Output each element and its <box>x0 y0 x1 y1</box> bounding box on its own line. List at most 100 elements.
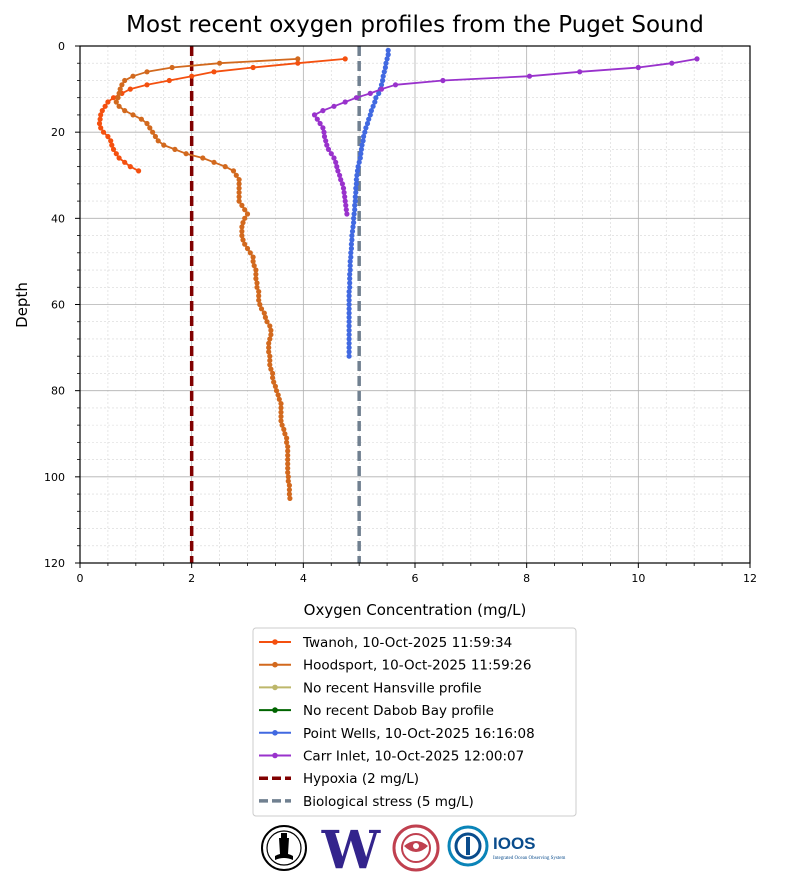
data-point <box>236 181 242 187</box>
series-line <box>313 58 698 215</box>
data-point <box>254 280 260 286</box>
data-point <box>440 77 446 84</box>
data-point <box>346 349 352 355</box>
data-point <box>281 426 287 432</box>
data-point <box>378 82 385 88</box>
legend-label: No recent Hansville profile <box>303 680 482 696</box>
data-point <box>257 301 263 308</box>
data-point <box>354 172 360 178</box>
data-point <box>314 116 320 122</box>
y-tick-label: 80 <box>51 385 65 398</box>
data-point <box>270 370 276 376</box>
data-point <box>347 271 353 277</box>
data-point <box>266 349 272 355</box>
data-point <box>346 289 352 295</box>
data-point <box>355 164 361 170</box>
data-point <box>267 336 273 342</box>
y-tick-label: 0 <box>58 40 65 53</box>
data-point <box>346 297 352 303</box>
data-point <box>287 495 293 501</box>
data-point <box>152 133 158 140</box>
data-point <box>247 250 253 256</box>
data-point <box>264 319 270 325</box>
legend-entry: No recent Hansville profile <box>259 680 482 696</box>
data-point <box>236 189 242 196</box>
y-tick-label: 60 <box>51 299 65 312</box>
data-point <box>347 280 353 286</box>
reference-lines <box>189 46 361 563</box>
data-point <box>381 69 387 75</box>
data-point <box>320 125 326 131</box>
data-point <box>211 159 217 165</box>
data-point <box>366 116 372 122</box>
data-point <box>380 73 386 79</box>
x-tick-label: 10 <box>631 572 645 585</box>
data-point <box>116 90 122 96</box>
data-point <box>251 263 257 269</box>
data-point <box>97 116 103 122</box>
data-point <box>109 142 115 148</box>
data-point <box>250 254 256 260</box>
data-point <box>349 228 356 234</box>
data-point <box>353 181 359 187</box>
data-point <box>127 86 133 92</box>
data-point <box>346 332 352 338</box>
data-point <box>349 237 355 243</box>
data-point <box>261 310 267 316</box>
legend-marker <box>272 684 278 691</box>
data-point <box>333 159 339 165</box>
data-point <box>346 327 352 333</box>
data-point <box>346 336 352 342</box>
data-point <box>100 129 107 135</box>
data-point <box>383 60 389 66</box>
data-point <box>256 297 262 303</box>
data-point <box>346 310 352 316</box>
legend-entry: Twanoh, 10-Oct-2025 11:59:34 <box>259 635 512 651</box>
data-point <box>267 323 273 329</box>
data-point <box>352 194 358 200</box>
legend-label: Hoodsport, 10-Oct-2025 11:59:26 <box>303 658 531 674</box>
data-point <box>244 245 251 252</box>
seal-logo <box>261 825 307 871</box>
x-tick-label: 12 <box>743 572 757 585</box>
data-point <box>635 64 641 71</box>
data-point <box>385 52 391 58</box>
data-point <box>122 159 128 165</box>
legend-label: Twanoh, 10-Oct-2025 11:59:34 <box>302 635 512 651</box>
data-point <box>295 56 301 62</box>
y-axis-label: Depth <box>13 282 31 328</box>
data-point <box>258 306 265 312</box>
data-point <box>382 64 388 71</box>
data-point <box>285 478 291 484</box>
data-point <box>352 198 358 204</box>
data-point <box>351 215 357 221</box>
data-point <box>577 69 583 75</box>
data-point <box>96 120 103 127</box>
data-point <box>384 56 390 62</box>
data-point <box>253 267 259 273</box>
data-point <box>342 198 348 204</box>
data-point <box>161 142 167 148</box>
data-point <box>347 276 353 282</box>
data-point <box>110 146 117 152</box>
data-point <box>116 103 122 109</box>
data-point <box>351 211 357 217</box>
data-point <box>278 418 284 424</box>
data-point <box>200 155 206 161</box>
data-point <box>347 284 353 290</box>
data-point <box>266 345 272 351</box>
data-point <box>337 172 343 178</box>
data-point <box>240 237 246 243</box>
data-point <box>286 482 292 488</box>
data-point <box>339 181 345 187</box>
data-point <box>286 487 292 493</box>
data-point <box>352 202 358 208</box>
data-point <box>321 129 327 135</box>
data-point <box>284 439 290 445</box>
data-point <box>254 284 260 290</box>
legend-label: Biological stress (5 mg/L) <box>303 794 474 810</box>
data-point <box>127 164 133 170</box>
data-point <box>285 474 291 480</box>
data-point <box>347 258 353 264</box>
